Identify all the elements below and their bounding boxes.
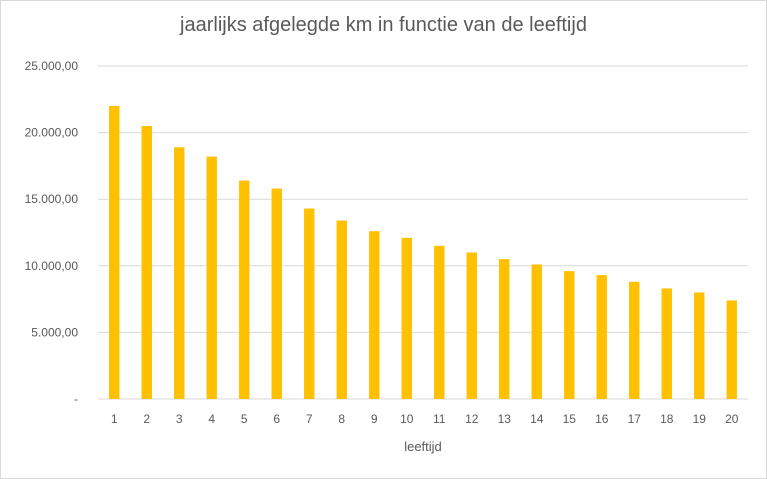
y-tick-label: 15.000,00: [25, 192, 79, 206]
bar: [271, 188, 282, 399]
x-tick-label: 10: [400, 412, 414, 426]
x-tick-label: 11: [433, 412, 446, 426]
bar: [499, 259, 510, 399]
bar: [531, 264, 542, 399]
bar: [109, 105, 120, 400]
x-tick-label: 1: [111, 412, 118, 426]
bar: [206, 156, 217, 399]
x-tick-label: 5: [241, 412, 248, 426]
x-tick-label: 20: [725, 412, 739, 426]
x-tick-label: 9: [371, 412, 378, 426]
x-tick-label: 12: [465, 412, 479, 426]
bar: [726, 300, 737, 399]
x-tick-label: 15: [563, 412, 577, 426]
bar: [466, 252, 477, 399]
bar: [174, 147, 185, 399]
x-tick-label: 6: [273, 412, 280, 426]
bar: [336, 220, 347, 399]
y-tick-label: 20.000,00: [25, 126, 79, 140]
y-tick-label: 10.000,00: [25, 259, 79, 273]
x-tick-label: 8: [338, 412, 345, 426]
x-tick-label: 17: [628, 412, 642, 426]
x-tick-label: 7: [306, 412, 313, 426]
x-tick-label: 3: [176, 412, 183, 426]
bar: [401, 237, 412, 399]
x-tick-label: 2: [143, 412, 150, 426]
bar: [369, 231, 380, 399]
bar: [596, 275, 607, 399]
y-tick-label: -: [74, 392, 78, 406]
bar: [239, 180, 250, 399]
x-tick-label: 4: [208, 412, 215, 426]
y-tick-label: 25.000,00: [25, 59, 79, 73]
bar: [694, 292, 705, 399]
x-tick-label: 18: [660, 412, 674, 426]
bar: [564, 271, 575, 399]
x-tick-label: 14: [530, 412, 544, 426]
x-axis-title: leeftijd: [404, 439, 442, 454]
bar: [629, 281, 640, 399]
y-tick-label: 5.000,00: [31, 325, 78, 339]
bar: [141, 125, 152, 399]
x-tick-label: 19: [693, 412, 707, 426]
bar: [434, 245, 445, 399]
x-tick-label: 13: [498, 412, 512, 426]
bar: [661, 288, 672, 399]
chart-title: jaarlijks afgelegde km in functie van de…: [180, 14, 587, 36]
bar: [304, 208, 315, 399]
x-tick-label: 16: [595, 412, 609, 426]
